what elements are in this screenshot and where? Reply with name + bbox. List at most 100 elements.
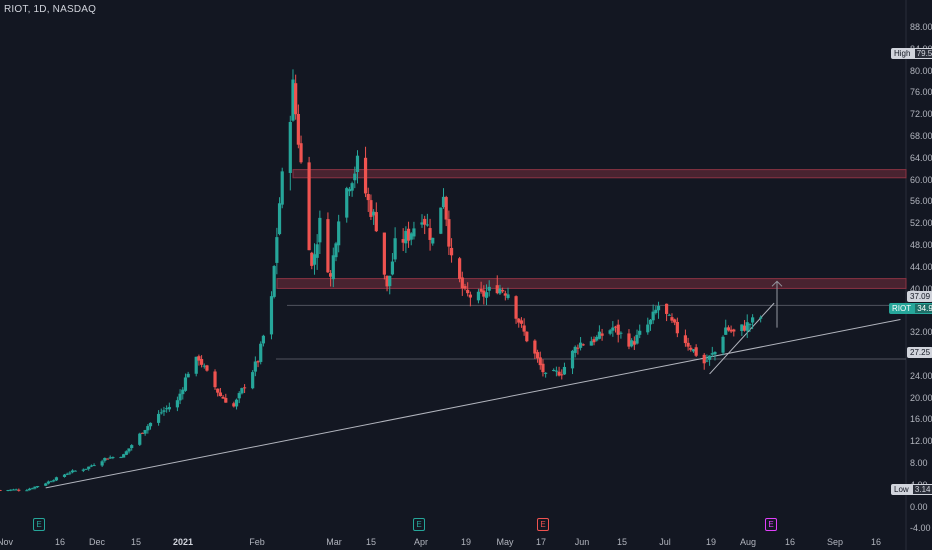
candle-body bbox=[269, 296, 274, 335]
candle-body bbox=[372, 211, 376, 216]
candle-body bbox=[315, 244, 319, 258]
candle-body bbox=[175, 400, 179, 408]
candle-body bbox=[444, 197, 448, 220]
price-tick-label: 8.00 bbox=[910, 457, 928, 468]
candle-body bbox=[312, 254, 317, 265]
level-upper-tag: 37.09 bbox=[907, 291, 932, 302]
candle-body bbox=[159, 412, 163, 414]
candle-body bbox=[664, 303, 669, 314]
candle-body bbox=[404, 230, 408, 244]
candle-body bbox=[517, 318, 521, 323]
price-tick-label: 80.00 bbox=[910, 65, 932, 76]
candle-body bbox=[213, 371, 217, 388]
candle-body bbox=[538, 357, 542, 366]
candle-body bbox=[280, 171, 284, 205]
price-tick-label: 32.00 bbox=[910, 327, 932, 338]
time-tick-label: Jun bbox=[574, 537, 590, 547]
candle-body bbox=[202, 365, 206, 367]
candle-body bbox=[326, 219, 330, 273]
candle-body bbox=[167, 407, 171, 410]
candle-body bbox=[299, 143, 303, 163]
earnings-marker[interactable]: E bbox=[765, 518, 777, 531]
candle-body bbox=[522, 325, 526, 332]
candle-body bbox=[275, 237, 279, 263]
candle-body bbox=[46, 481, 50, 484]
price-tick-label: -4.00 bbox=[910, 523, 931, 534]
candle-body bbox=[124, 451, 128, 455]
candle-body bbox=[501, 290, 505, 292]
candle-body bbox=[122, 454, 126, 458]
candle-body bbox=[686, 342, 690, 347]
candle-body bbox=[667, 314, 671, 316]
candle-body bbox=[514, 296, 518, 319]
candle-body bbox=[595, 336, 599, 341]
candle-body bbox=[646, 324, 650, 333]
candle-body bbox=[385, 275, 389, 287]
candle-body bbox=[234, 399, 239, 407]
candle-body bbox=[724, 327, 728, 335]
candle-body bbox=[409, 233, 413, 240]
candle-body bbox=[62, 474, 67, 477]
candle-body bbox=[447, 219, 451, 247]
candle-body bbox=[554, 370, 558, 372]
candle-body bbox=[506, 294, 510, 298]
candle-body bbox=[194, 356, 198, 374]
candle-body bbox=[425, 224, 429, 226]
price-tick-label: 88.00 bbox=[910, 21, 932, 32]
candle-body bbox=[103, 457, 107, 461]
trendline bbox=[709, 302, 775, 375]
candle-body bbox=[329, 273, 333, 277]
candle-body bbox=[484, 292, 489, 298]
candle-body bbox=[256, 361, 260, 363]
candle-body bbox=[355, 155, 360, 172]
level-lower-value: 27.25 bbox=[910, 348, 931, 357]
time-tick-label: 19 bbox=[460, 537, 472, 547]
earnings-marker[interactable]: E bbox=[537, 518, 549, 531]
candle-body bbox=[318, 217, 322, 243]
candle-body bbox=[449, 247, 454, 256]
time-tick-label: 15 bbox=[616, 537, 628, 547]
candle-body bbox=[52, 480, 56, 482]
low-price-tag: Low 3.14 bbox=[891, 484, 932, 495]
candle-body bbox=[165, 408, 169, 410]
candle-body bbox=[466, 289, 470, 294]
candle-body bbox=[689, 347, 693, 350]
candle-body bbox=[140, 432, 145, 434]
candle-body bbox=[600, 333, 604, 336]
candle-body bbox=[740, 324, 744, 332]
earnings-marker[interactable]: E bbox=[33, 518, 45, 531]
candle-body bbox=[597, 331, 601, 339]
candle-body bbox=[30, 488, 34, 490]
candle-body bbox=[119, 457, 123, 459]
candle-body bbox=[552, 369, 556, 372]
candle-body bbox=[632, 341, 636, 345]
candle-body bbox=[482, 290, 486, 297]
candle-body bbox=[87, 466, 91, 469]
candle-body bbox=[251, 372, 255, 389]
candle-body bbox=[143, 430, 147, 434]
candle-body bbox=[130, 445, 134, 449]
candle-body bbox=[240, 388, 244, 394]
candle-body bbox=[81, 469, 85, 471]
candle-body bbox=[533, 340, 537, 354]
price-tick-label: 56.00 bbox=[910, 196, 932, 207]
candle-body bbox=[68, 472, 72, 474]
candle-body bbox=[65, 473, 69, 475]
candle-body bbox=[729, 329, 733, 332]
time-tick-label: 19 bbox=[705, 537, 717, 547]
candle-body bbox=[651, 311, 655, 321]
candle-body bbox=[25, 490, 29, 492]
earnings-marker[interactable]: E bbox=[413, 518, 425, 531]
candle-body bbox=[205, 365, 209, 371]
candle-body bbox=[178, 393, 182, 401]
candle-body bbox=[14, 489, 18, 491]
time-tick-label: Apr bbox=[413, 537, 429, 547]
candle-body bbox=[393, 238, 397, 260]
symbol-title: RIOT, 1D, NASDAQ bbox=[4, 4, 97, 15]
candle-body bbox=[294, 83, 298, 115]
candle-body bbox=[638, 330, 642, 335]
candle-body bbox=[713, 351, 717, 355]
candle-body bbox=[611, 327, 615, 331]
candle-body bbox=[291, 79, 295, 121]
